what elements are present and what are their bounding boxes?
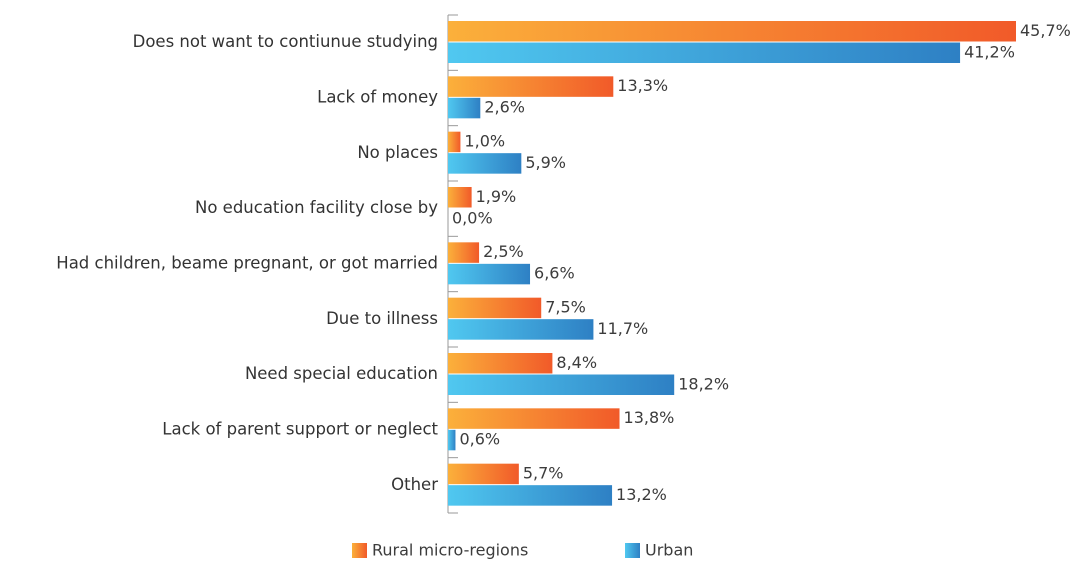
bar — [448, 319, 594, 340]
bar — [448, 153, 522, 174]
value-label: 1,9% — [476, 187, 517, 206]
value-label: 13,8% — [624, 408, 675, 427]
value-label: 45,7% — [1020, 21, 1071, 40]
bar — [448, 408, 620, 429]
bar — [448, 21, 1016, 42]
category-label: Need special education — [245, 364, 438, 383]
bar — [448, 42, 961, 63]
bar — [448, 263, 531, 285]
bar — [448, 429, 456, 451]
category-label: No places — [357, 143, 438, 162]
category-label: Lack of money — [317, 88, 438, 107]
value-label: 2,5% — [483, 242, 524, 261]
legend-swatch — [625, 543, 640, 558]
bar — [448, 242, 480, 263]
value-label: 5,7% — [523, 463, 564, 482]
value-label: 2,6% — [484, 98, 525, 117]
legend-swatch — [352, 543, 367, 558]
value-label: 5,9% — [525, 153, 566, 172]
category-label: Due to illness — [326, 309, 438, 328]
bar — [448, 463, 519, 485]
category-label: Other — [391, 475, 438, 494]
value-label: 0,0% — [452, 208, 493, 227]
bar — [448, 485, 613, 506]
category-label: No education facility close by — [195, 198, 438, 217]
legend-label: Rural micro-regions — [372, 541, 528, 560]
value-label: 6,6% — [534, 264, 575, 283]
value-label: 13,2% — [616, 485, 667, 504]
value-label: 18,2% — [678, 374, 729, 393]
value-label: 11,7% — [597, 319, 648, 338]
category-label: Lack of parent support or neglect — [162, 420, 438, 439]
bar — [448, 297, 542, 319]
value-label: 41,2% — [964, 42, 1015, 61]
value-label: 0,6% — [459, 430, 500, 449]
bar — [448, 374, 675, 395]
category-label: Had children, beame pregnant, or got mar… — [56, 254, 438, 273]
bar — [448, 76, 614, 97]
bar — [448, 131, 461, 153]
value-label: 7,5% — [545, 297, 586, 316]
category-label: Does not want to contiunue studying — [133, 32, 438, 51]
legend-label: Urban — [645, 541, 693, 560]
value-label: 1,0% — [464, 131, 505, 150]
bar — [448, 187, 472, 208]
value-label: 8,4% — [556, 353, 597, 372]
value-label: 13,3% — [617, 76, 668, 95]
bar — [448, 97, 481, 119]
bar — [448, 353, 553, 374]
